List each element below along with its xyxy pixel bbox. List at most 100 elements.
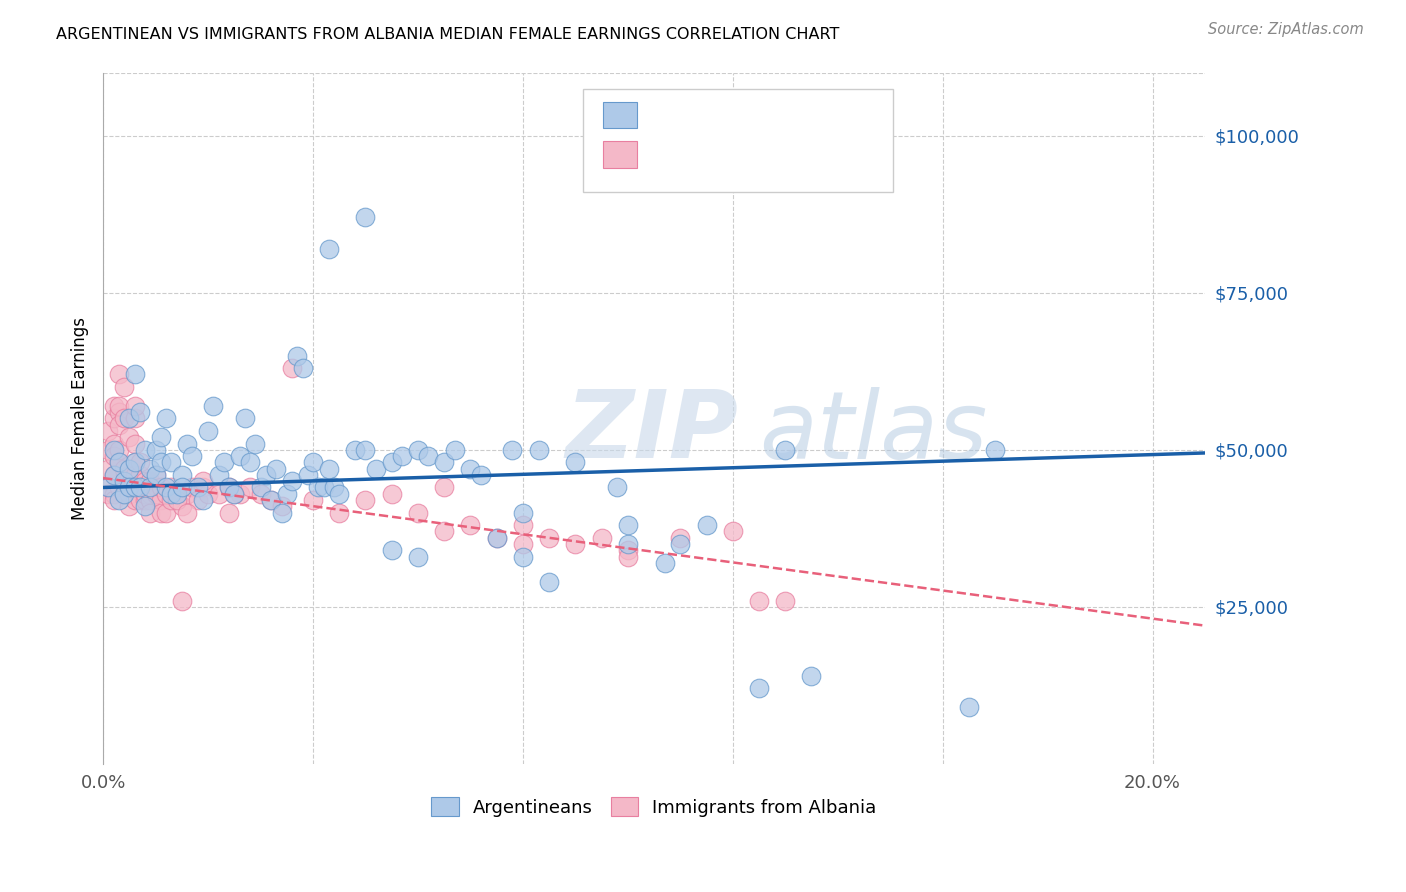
Point [354,442,377,457]
Point [112,474,135,488]
Point [307,481,329,495]
Point [97,424,120,438]
Text: R =: R = [644,145,678,163]
Point [128,493,150,508]
Point [564,455,586,469]
Point [149,430,172,444]
Point [228,487,250,501]
Point [197,487,219,501]
Point [181,481,204,495]
Point [460,461,482,475]
Point [139,461,162,475]
Point [191,481,214,495]
Text: atlas: atlas [759,387,987,478]
Point [364,461,387,475]
Text: ARGENTINEAN VS IMMIGRANTS FROM ALBANIA MEDIAN FEMALE EARNINGS CORRELATION CHART: ARGENTINEAN VS IMMIGRANTS FROM ALBANIA M… [56,27,839,42]
Point [139,481,162,495]
Point [669,537,692,551]
Point [207,487,229,501]
Point [191,474,214,488]
Point [145,487,167,501]
Point [249,481,271,495]
Point [145,467,167,482]
Point [166,493,188,508]
Point [128,481,150,495]
Point [406,442,429,457]
Point [721,524,744,539]
Point [124,493,146,508]
Y-axis label: Median Female Earnings: Median Female Earnings [72,317,89,520]
Point [124,455,146,469]
Point [118,487,141,501]
Point [328,506,350,520]
Point [166,487,188,501]
Point [318,242,340,256]
Point [124,481,146,495]
Point [145,481,167,495]
Point [748,681,770,696]
Point [181,449,204,463]
Point [591,531,613,545]
Point [245,436,267,450]
Point [108,399,131,413]
Point [381,455,404,469]
Point [97,481,120,495]
Point [103,436,125,450]
Text: 74: 74 [792,106,817,124]
Point [564,537,586,551]
Point [103,449,125,463]
Point [155,411,177,425]
Point [97,487,120,501]
Point [124,455,146,469]
Point [696,518,718,533]
Point [406,549,429,564]
Point [617,518,640,533]
Point [103,467,125,482]
Point [281,474,304,488]
Point [617,537,640,551]
Text: Source: ZipAtlas.com: Source: ZipAtlas.com [1208,22,1364,37]
Point [617,543,640,558]
Point [145,442,167,457]
Point [170,593,193,607]
Point [228,449,250,463]
Point [124,368,146,382]
Point [527,442,550,457]
Point [433,524,456,539]
Point [166,487,188,501]
Point [654,556,676,570]
Text: -0.134: -0.134 [686,145,751,163]
Point [118,481,141,495]
Point [773,593,796,607]
Point [239,481,262,495]
Point [108,417,131,432]
Point [134,474,156,488]
Point [103,493,125,508]
Point [103,467,125,482]
Text: 97: 97 [792,145,817,163]
Point [470,467,492,482]
Point [118,430,141,444]
Point [170,467,193,482]
Point [202,399,225,413]
Point [485,531,508,545]
Point [197,424,219,438]
Point [270,506,292,520]
Point [176,436,198,450]
Point [218,506,240,520]
Point [160,455,183,469]
Point [112,474,135,488]
Point [297,467,319,482]
Point [354,493,377,508]
Point [187,493,209,508]
Point [128,481,150,495]
Point [512,549,534,564]
Point [460,518,482,533]
Point [276,487,298,501]
Point [328,487,350,501]
Point [124,399,146,413]
Point [118,481,141,495]
Point [155,481,177,495]
Point [773,442,796,457]
Point [124,481,146,495]
